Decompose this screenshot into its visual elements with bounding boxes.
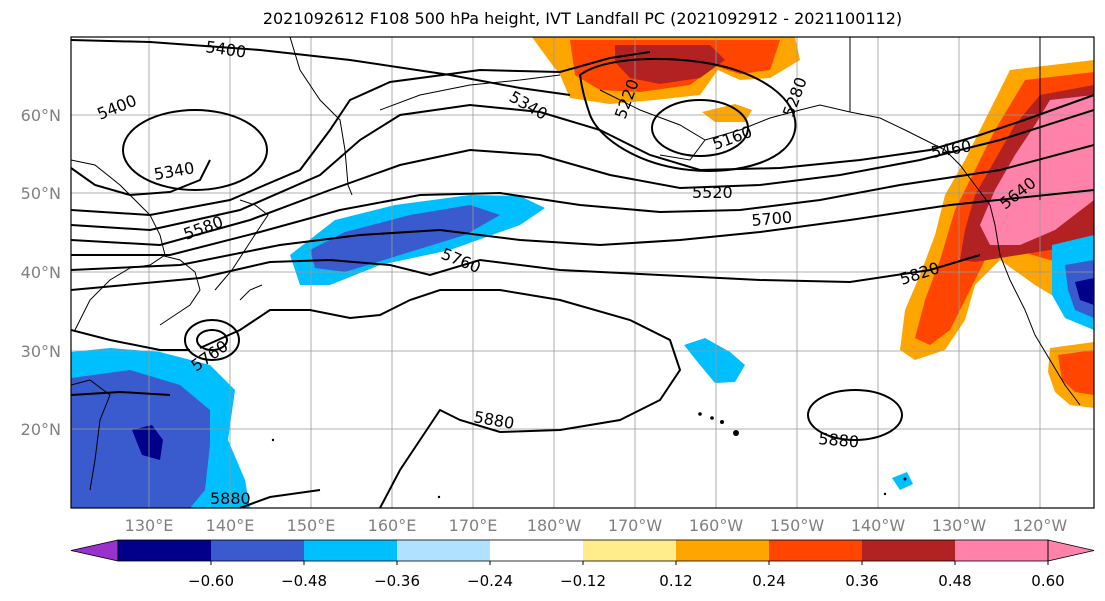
contour-label: 5880: [210, 489, 251, 508]
colorbar-tick-label: −0.12: [560, 572, 606, 590]
colorbar-tick-label: 0.60: [1031, 572, 1064, 590]
colorbar-tick-label: 0.24: [752, 572, 785, 590]
colorbar-tick-label: 0.48: [938, 572, 971, 590]
colorbar-bin: [211, 540, 305, 561]
lon-label: 140°W: [851, 516, 906, 535]
colorbar-bin: [397, 540, 491, 561]
lat-label: 40°N: [21, 263, 61, 282]
colorbar-tick-label: −0.48: [281, 572, 327, 590]
lon-label: 130°W: [932, 516, 987, 535]
contour-label: 5880: [818, 429, 860, 451]
lon-label: 150°E: [287, 516, 336, 535]
longitude-labels: 130°E 140°E 150°E 160°E 170°E 180°W 170°…: [125, 516, 1068, 535]
colorbar-bin: [118, 540, 212, 561]
colorbar-tick-label: −0.60: [188, 572, 234, 590]
map-gridlines: [71, 37, 1094, 508]
colorbar-tick-label: −0.36: [374, 572, 420, 590]
lat-label: 30°N: [21, 342, 61, 361]
colorbar-tick-label: 0.12: [659, 572, 692, 590]
contour-label: 5520: [692, 183, 733, 202]
colorbar-bin: [955, 540, 1049, 561]
lat-label: 60°N: [21, 106, 61, 125]
islands: [271, 412, 907, 499]
colorbar-tick-label: −0.24: [467, 572, 513, 590]
colorbar-bin: [583, 540, 677, 561]
map-frame: [70, 36, 1095, 509]
lon-label: 180°W: [527, 516, 582, 535]
negative-anomaly-southwest-us: [1052, 235, 1094, 330]
lon-label: 170°E: [449, 516, 498, 535]
lat-label: 50°N: [21, 184, 61, 203]
latitude-labels: 60°N 50°N 40°N 30°N 20°N: [21, 106, 61, 439]
positive-anomaly-alaska: [532, 37, 800, 122]
map-title: 2021092612 F108 500 hPa height, IVT Land…: [262, 9, 903, 28]
colorbar-bin: [769, 540, 863, 561]
colorbar-bin: [862, 540, 956, 561]
colorbar-extension-right: [1047, 539, 1095, 562]
colorbar-bin: [676, 540, 770, 561]
negative-anomaly-philippine-sea: [71, 348, 250, 508]
lon-label: 160°E: [368, 516, 417, 535]
colorbar-bin: [304, 540, 398, 561]
colorbar-extension-left: [70, 539, 119, 562]
colorbar-tick-label: 0.36: [845, 572, 878, 590]
lat-label: 20°N: [21, 420, 61, 439]
lon-label: 170°W: [608, 516, 663, 535]
lon-label: 120°W: [1013, 516, 1068, 535]
height-contours: [71, 39, 1094, 508]
lon-label: 150°W: [770, 516, 825, 535]
contour-label: 5700: [751, 208, 793, 230]
colorbar: −0.60 −0.48 −0.36 −0.24 −0.12 0.12 0.24 0.36 0.4…: [70, 539, 1095, 590]
lon-label: 130°E: [125, 516, 174, 535]
colorbar-bin: [490, 540, 584, 561]
lon-label: 160°W: [689, 516, 744, 535]
lon-label: 140°E: [206, 516, 255, 535]
